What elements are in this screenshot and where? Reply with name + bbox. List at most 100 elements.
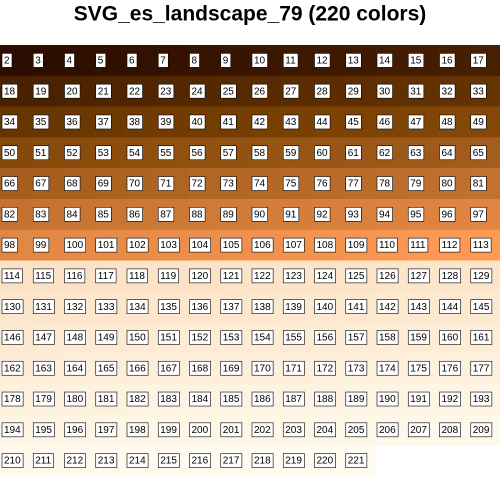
swatch-label: 14 <box>379 56 391 67</box>
label-box <box>126 453 149 468</box>
label-box <box>64 145 81 161</box>
label-box <box>345 176 362 191</box>
swatch-label: 22 <box>129 86 141 97</box>
label-box <box>251 176 268 191</box>
swatch-label: 20 <box>67 86 79 97</box>
label-box <box>126 360 149 376</box>
swatch-label: 142 <box>379 302 396 313</box>
swatch-label: 105 <box>223 240 240 251</box>
label-box <box>157 237 180 253</box>
label-box <box>251 453 274 468</box>
label-box <box>1 114 18 130</box>
label-box <box>126 268 148 284</box>
label-box <box>439 237 461 253</box>
label-box <box>1 330 24 345</box>
swatch-label: 187 <box>285 394 302 405</box>
swatch-label: 103 <box>160 240 177 251</box>
swatch-label: 152 <box>192 333 209 344</box>
swatch-label: 203 <box>285 425 302 436</box>
label-box <box>64 391 86 407</box>
swatch-label: 116 <box>67 271 83 282</box>
swatch-label: 31 <box>410 86 422 97</box>
swatch-label: 90 <box>254 209 266 220</box>
swatch-label: 51 <box>35 148 47 159</box>
label-box <box>220 330 243 345</box>
label-box <box>95 330 118 345</box>
swatch-label: 67 <box>35 179 47 190</box>
label-box <box>251 422 274 438</box>
swatch-label: 206 <box>379 425 396 436</box>
swatch-label: 8 <box>192 56 198 67</box>
label-box <box>376 268 399 284</box>
swatch-label: 56 <box>192 148 204 159</box>
label-box <box>220 268 243 284</box>
swatch-label: 33 <box>473 86 485 97</box>
label-box <box>314 176 331 191</box>
swatch-label: 50 <box>4 148 16 159</box>
label-box <box>95 237 118 253</box>
swatch-label: 78 <box>379 179 391 190</box>
label-box <box>251 330 274 345</box>
swatch-label: 184 <box>192 394 209 405</box>
title: SVG_es_landscape_79 (220 colors) <box>74 3 427 26</box>
swatch-label: 122 <box>254 271 271 282</box>
label-box <box>32 176 50 191</box>
swatch-label: 79 <box>410 179 422 190</box>
swatch-label: 38 <box>129 117 141 128</box>
swatch-label: 88 <box>192 209 204 220</box>
label-box <box>470 237 492 253</box>
label-box <box>439 83 456 99</box>
swatch-label: 37 <box>98 117 110 128</box>
label-box <box>376 145 393 161</box>
label-box <box>376 330 399 345</box>
swatch-label: 111 <box>410 240 426 251</box>
swatch-label: 89 <box>223 209 235 220</box>
label-box <box>189 268 211 284</box>
swatch-label: 40 <box>192 117 204 128</box>
swatch-label: 128 <box>442 271 459 282</box>
swatch-label: 153 <box>223 333 240 344</box>
swatch-label: 95 <box>410 209 422 220</box>
label-box <box>126 237 149 253</box>
label-box <box>376 391 399 407</box>
swatch-label: 45 <box>348 117 360 128</box>
swatch-label: 129 <box>473 271 490 282</box>
label-box <box>345 330 368 345</box>
swatch-label: 42 <box>254 117 266 128</box>
label-box <box>32 391 55 407</box>
swatch-label: 164 <box>67 363 84 374</box>
label-box <box>64 453 86 468</box>
swatch-label: 130 <box>4 302 21 313</box>
label-box <box>64 53 75 68</box>
swatch-label: 84 <box>67 209 79 220</box>
label-box <box>64 299 86 314</box>
swatch-label: 194 <box>4 425 21 436</box>
label-box <box>32 268 54 284</box>
swatch-label: 196 <box>67 425 84 436</box>
label-box <box>345 422 368 438</box>
swatch-label: 82 <box>4 209 16 220</box>
label-box <box>126 207 143 222</box>
label-box <box>345 114 362 130</box>
swatch-label: 163 <box>35 363 52 374</box>
swatch-label: 18 <box>4 86 16 97</box>
label-box <box>407 237 429 253</box>
label-box <box>251 145 268 161</box>
label-box <box>407 422 430 438</box>
swatch-label: 34 <box>4 117 16 128</box>
swatch-label: 74 <box>254 179 266 190</box>
swatch-label: 120 <box>192 271 209 282</box>
swatch-label: 25 <box>223 86 235 97</box>
swatch-label: 175 <box>410 363 427 374</box>
swatch-label: 155 <box>285 333 302 344</box>
swatch-label: 55 <box>160 148 172 159</box>
swatch-label: 147 <box>35 333 52 344</box>
label-box <box>439 330 461 345</box>
swatch-label: 23 <box>160 86 172 97</box>
label-box <box>157 207 175 222</box>
label-box <box>157 391 180 407</box>
swatch-label: 115 <box>35 271 51 282</box>
swatch-label: 192 <box>442 394 459 405</box>
label-box <box>282 391 305 407</box>
label-box <box>470 114 487 130</box>
